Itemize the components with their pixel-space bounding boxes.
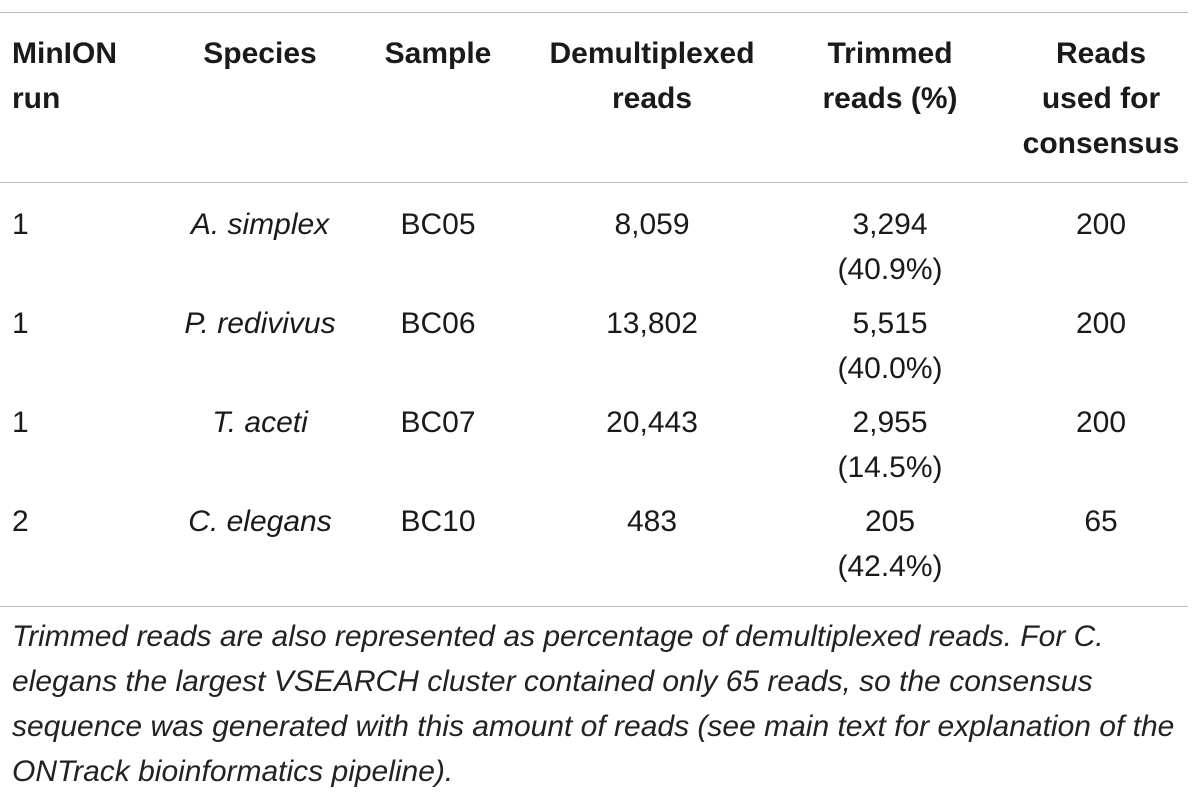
header-consensus-line2: used for	[1041, 82, 1161, 115]
cell-demultiplexed: 8,059	[614, 208, 690, 241]
header-species-line1: Species	[203, 37, 317, 70]
cell-consensus: 65	[1084, 505, 1118, 538]
header-trimmed-line2: reads (%)	[822, 82, 958, 115]
cell-species: C. elegans	[188, 505, 332, 538]
cell-consensus: 200	[1075, 307, 1127, 340]
cell-consensus: 200	[1075, 406, 1127, 439]
header-consensus-line3: consensus	[1022, 127, 1180, 160]
cell-trimmed-percent: (42.4%)	[837, 550, 943, 583]
cell-run: 1	[12, 208, 29, 241]
cell-species: T. aceti	[212, 406, 308, 439]
header-trimmed-reads: Trimmed reads (%)	[822, 31, 957, 121]
cell-trimmed-percent: (40.0%)	[837, 352, 943, 385]
cell-sample: BC05	[400, 208, 476, 241]
table-header-rule	[0, 182, 1188, 183]
cell-trimmed-count: 3,294	[852, 208, 928, 241]
cell-trimmed-count: 205	[864, 505, 916, 538]
cell-species: P. redivivus	[184, 307, 336, 340]
header-consensus-line1: Reads	[1055, 37, 1147, 70]
cell-sample: BC07	[400, 406, 476, 439]
cell-trimmed: 2,955 (14.5%)	[837, 400, 942, 490]
header-reads-used-for-consensus: Reads used for consensus	[1023, 31, 1180, 166]
cell-trimmed: 3,294 (40.9%)	[837, 202, 942, 292]
header-minion-run-line1: MinION	[12, 37, 117, 70]
cell-run: 1	[12, 307, 29, 340]
cell-run: 2	[12, 505, 29, 538]
header-minion-run: MinION run	[12, 31, 117, 121]
header-trimmed-line1: Trimmed	[827, 37, 953, 70]
cell-demultiplexed: 483	[626, 505, 678, 538]
cell-trimmed: 5,515 (40.0%)	[837, 301, 942, 391]
cell-trimmed-count: 5,515	[852, 307, 928, 340]
cell-demultiplexed: 13,802	[606, 307, 698, 340]
table-top-rule	[0, 12, 1188, 13]
header-minion-run-line2: run	[12, 82, 61, 115]
cell-sample: BC06	[400, 307, 476, 340]
header-demultiplexed-reads: Demultiplexed reads	[549, 31, 754, 121]
cell-species: A. simplex	[190, 208, 330, 241]
cell-consensus: 200	[1075, 208, 1127, 241]
table-caption: Trimmed reads are also represented as pe…	[12, 620, 1175, 788]
cell-run: 1	[12, 406, 29, 439]
cell-trimmed: 205 (42.4%)	[837, 499, 942, 589]
header-species: Species	[203, 31, 316, 76]
header-demultiplexed-line2: reads	[611, 82, 693, 115]
cell-demultiplexed: 20,443	[606, 406, 698, 439]
cell-trimmed-percent: (14.5%)	[837, 451, 943, 484]
cell-sample: BC10	[400, 505, 476, 538]
header-sample: Sample	[385, 31, 492, 76]
table-bottom-rule	[0, 606, 1188, 607]
header-demultiplexed-line1: Demultiplexed	[549, 37, 755, 70]
header-sample-line1: Sample	[384, 37, 492, 70]
cell-trimmed-count: 2,955	[852, 406, 928, 439]
cell-trimmed-percent: (40.9%)	[837, 253, 943, 286]
